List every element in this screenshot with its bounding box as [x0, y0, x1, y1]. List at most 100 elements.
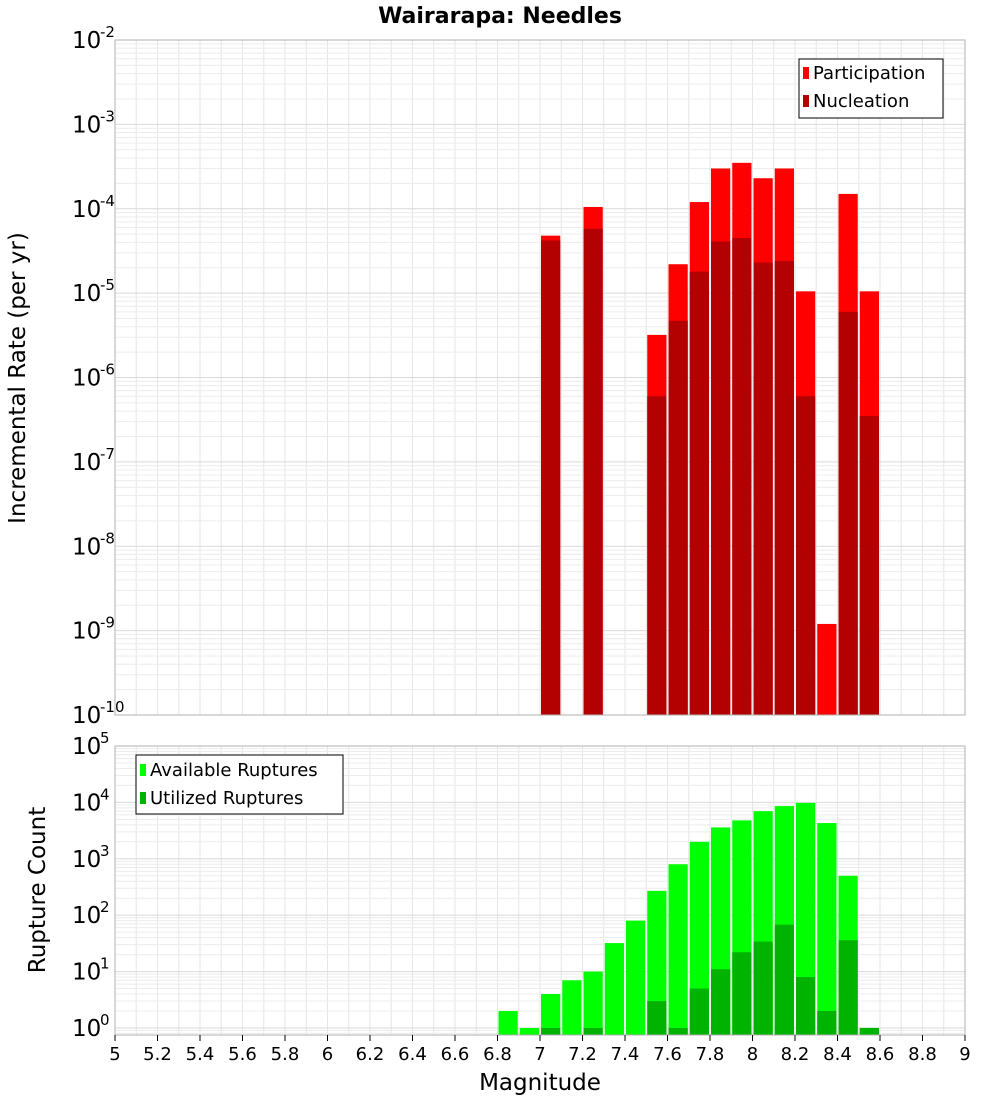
rate-legend: Participation Nucleation: [798, 58, 944, 119]
rupture-bar-available-ruptures: [583, 971, 603, 1035]
rate-y-tick-exponent: -7: [100, 445, 115, 463]
rate-y-tick-exponent: -9: [100, 614, 115, 632]
rate-y-tick-label: 10: [72, 281, 101, 307]
chart-title: Wairarapa: Needles: [378, 4, 622, 29]
x-tick-label: 8.6: [866, 1044, 895, 1065]
rate-bar-nucleation: [668, 320, 688, 715]
rupture-y-tick-exponent: 1: [100, 955, 110, 973]
rate-y-tick-label: 10: [72, 450, 101, 476]
rate-bar-nucleation: [732, 238, 752, 715]
rupture-bars: [498, 802, 879, 1035]
rate-y-tick-label: 10: [72, 534, 101, 560]
rupture-bar-utilized-ruptures: [817, 1010, 837, 1035]
rate-gridlines: [114, 39, 966, 716]
rupture-bar-utilized-ruptures: [647, 1001, 667, 1035]
rupture-bar-utilized-ruptures: [668, 1027, 688, 1035]
rate-y-tick-label: 10: [72, 28, 101, 54]
x-tick-label: 7.8: [696, 1044, 725, 1065]
x-tick-label: 5.8: [271, 1044, 300, 1065]
rupture-bar-available-ruptures: [562, 980, 582, 1035]
legend-available: Available Ruptures: [150, 760, 318, 781]
rupture-bar-available-ruptures: [604, 943, 624, 1035]
rupture-y-tick-exponent: 4: [100, 785, 110, 803]
legend-nucleation: Nucleation: [813, 91, 909, 112]
rate-y-tick-exponent: -10: [100, 698, 125, 716]
rupture-bar-utilized-ruptures: [796, 977, 816, 1035]
x-tick-label: 8.2: [781, 1044, 810, 1065]
rupture-y-axis-label: Rupture Count: [25, 807, 51, 973]
rate-bar-nucleation: [753, 262, 773, 715]
rate-y-tick-label: 10: [72, 112, 101, 138]
rupture-legend: Available Ruptures Utilized Ruptures: [135, 754, 344, 815]
participation-swatch: [803, 67, 809, 79]
rupture-bar-available-ruptures: [647, 890, 667, 1035]
rupture-bar-available-ruptures: [668, 864, 688, 1035]
x-axis-label: Magnitude: [479, 1070, 601, 1096]
rupture-bar-utilized-ruptures: [774, 924, 794, 1035]
rate-bar-nucleation: [541, 240, 561, 716]
rate-y-tick-exponent: -6: [100, 361, 115, 379]
rupture-bar-utilized-ruptures: [583, 1027, 603, 1035]
rate-y-tick-label: 10: [72, 366, 101, 392]
rate-bar-nucleation: [796, 396, 816, 715]
x-axis-ticks: 5 5.2 5.4 5.6 5.8 6 6.2 6.4 6.6 6.8 7 7.2 7.4 7.6 7.8 8…: [109, 1035, 971, 1065]
rate-legend-box: [798, 58, 944, 119]
rupture-bar-utilized-ruptures: [838, 940, 858, 1035]
rupture-bar-available-ruptures: [626, 920, 646, 1035]
x-tick-label: 6: [322, 1044, 333, 1065]
x-tick-label: 5: [109, 1044, 120, 1065]
x-tick-label: 7.2: [568, 1044, 597, 1065]
rate-y-tick-exponent: -3: [100, 107, 115, 125]
rate-bar-nucleation: [859, 415, 879, 715]
x-tick-label: 9: [959, 1044, 970, 1065]
rate-y-tick-label: 10: [72, 197, 101, 223]
rate-y-tick-label: 10: [72, 619, 101, 645]
rupture-bar-utilized-ruptures: [732, 952, 752, 1035]
rupture-y-tick-label: 10: [72, 790, 101, 816]
rate-y-tick-exponent: -5: [100, 276, 115, 294]
rupture-bar-available-ruptures: [519, 1027, 539, 1035]
rupture-bar-available-ruptures: [796, 802, 816, 1035]
rupture-bar-available-ruptures: [498, 1010, 518, 1035]
x-tick-label: 5.6: [228, 1044, 257, 1065]
legend-participation: Participation: [813, 63, 925, 84]
x-tick-label: 8: [747, 1044, 758, 1065]
rate-bar-participation: [817, 623, 837, 715]
rupture-y-tick-label: 10: [72, 903, 101, 929]
rupture-y-tick-label: 10: [72, 734, 101, 760]
rupture-bar-utilized-ruptures: [541, 1027, 561, 1035]
x-tick-label: 6.2: [356, 1044, 385, 1065]
rate-bars: [541, 162, 879, 716]
x-tick-label: 6.8: [483, 1044, 512, 1065]
nucleation-swatch: [803, 95, 809, 107]
rate-y-axis-label: Incremental Rate (per yr): [5, 232, 31, 524]
rate-bar-nucleation: [583, 228, 603, 716]
rupture-y-tick-label: 10: [72, 960, 101, 986]
utilized-swatch: [140, 792, 146, 804]
rupture-y-tick-label: 10: [72, 1016, 101, 1042]
x-tick-label: 5.4: [186, 1044, 215, 1065]
x-tick-label: 7: [534, 1044, 545, 1065]
rupture-y-tick-label: 10: [72, 847, 101, 873]
rupture-bar-available-ruptures: [817, 823, 837, 1035]
rupture-y-tick-exponent: 2: [100, 898, 110, 916]
rate-bar-nucleation: [711, 241, 731, 715]
rate-y-tick-label: 10: [72, 703, 101, 729]
rupture-bar-utilized-ruptures: [711, 969, 731, 1035]
rate-bar-nucleation: [689, 271, 709, 715]
x-tick-label: 6.6: [441, 1044, 470, 1065]
x-tick-label: 8.4: [823, 1044, 852, 1065]
rate-y-ticks: 10-210-310-410-510-610-710-810-910-10: [72, 23, 125, 729]
rupture-legend-box: [135, 754, 344, 815]
x-tick-label: 7.6: [653, 1044, 682, 1065]
x-tick-label: 7.4: [611, 1044, 640, 1065]
rupture-y-tick-exponent: 3: [100, 842, 110, 860]
x-tick-label: 8.8: [908, 1044, 937, 1065]
x-tick-label: 5.2: [143, 1044, 172, 1065]
rate-panel: 10-210-310-410-510-610-710-810-910-10 In…: [5, 23, 966, 729]
rupture-bar-utilized-ruptures: [689, 988, 709, 1035]
rate-bar-nucleation: [647, 396, 667, 715]
